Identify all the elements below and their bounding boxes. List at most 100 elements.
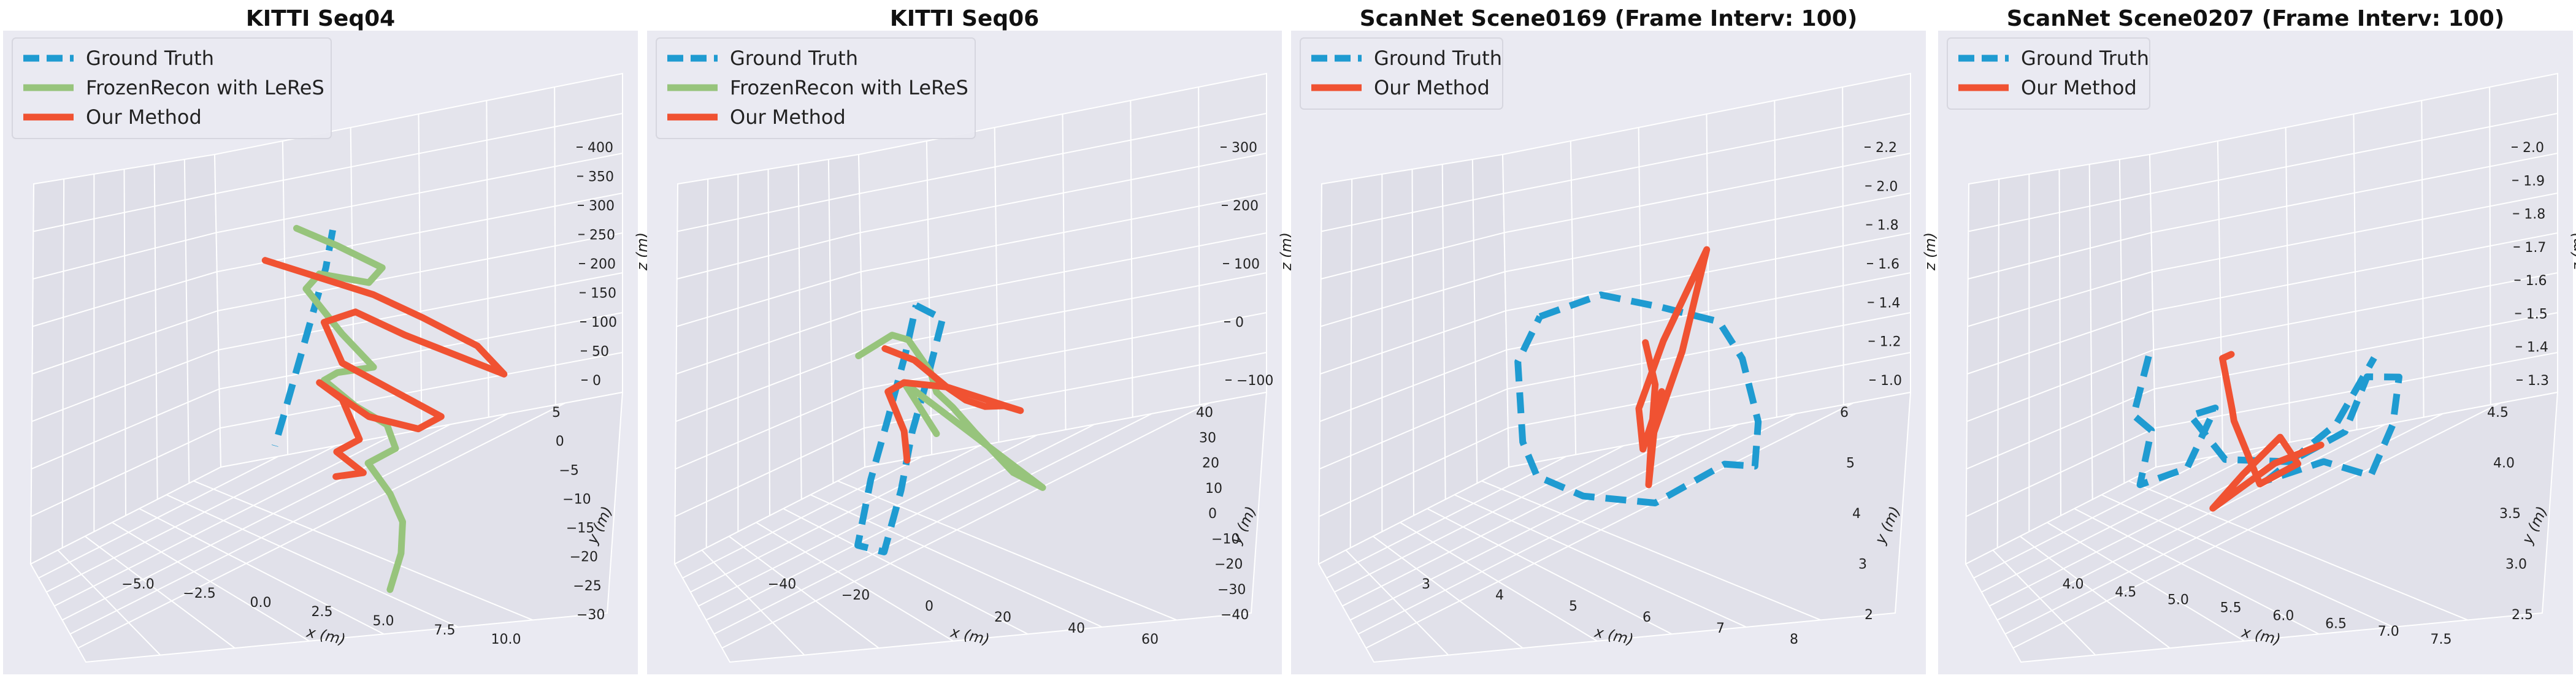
legend-entry-1: Ground Truth: [730, 47, 858, 70]
chart-panel-4: 2.0 1.9 1.8 1.7 1.6 1.5 1.4 1.3 z (m) 4.5 4.0 3.5 3.…: [1938, 6, 2576, 674]
gridline: [32, 310, 218, 375]
gridline: [1357, 413, 1796, 635]
series-line-2: [1635, 246, 1711, 489]
gridline: [676, 310, 862, 375]
x-tick-label: 4: [1495, 588, 1504, 603]
x-tick-label: 5: [1569, 599, 1577, 614]
z-tick-label: 350: [588, 170, 614, 185]
gridline: [1365, 402, 1853, 649]
x-tick-label: −20: [841, 588, 870, 603]
x-tick-label: 3: [1422, 577, 1430, 592]
gridline: [1321, 192, 1504, 232]
gridline: [1570, 140, 1577, 455]
series-line-2: [855, 332, 1046, 491]
z-axis-label: z (m): [1922, 232, 1939, 271]
x-tick-label: 4.0: [2063, 577, 2084, 592]
gridline: [2285, 127, 2291, 443]
legend-entry-1: Ground Truth: [86, 47, 214, 70]
y-tick-label: 6: [1840, 405, 1849, 421]
gridline: [1427, 508, 1673, 635]
gridline: [418, 113, 423, 430]
gridline: [1992, 549, 2096, 656]
x-tick-label: 0: [925, 599, 933, 614]
x-tick-label: 7: [1716, 621, 1725, 636]
gridline: [69, 413, 508, 635]
gridline: [1454, 494, 1747, 628]
z-tick-label: 200: [1233, 199, 1259, 214]
x-tick-label: 60: [1141, 632, 1159, 647]
y-tick-label: 30: [1199, 430, 1216, 446]
series-line-3: [261, 257, 508, 480]
y-tick-label: −30: [1217, 582, 1246, 598]
z-tick-label: 1.6: [2526, 273, 2547, 289]
y-tick-label: 5: [552, 405, 561, 421]
z-tick-label: 1.0: [1880, 373, 1902, 389]
gridline: [728, 536, 880, 649]
series-line-2: [2209, 351, 2325, 512]
gridline: [31, 427, 221, 517]
gridline: [77, 402, 565, 649]
gridline: [1320, 271, 1506, 327]
x-tick-label: 7.5: [434, 623, 456, 638]
legend-entry-2: FrozenRecon with LeReS: [86, 76, 324, 99]
z-tick-label: 150: [591, 286, 616, 302]
gridline: [1967, 271, 2153, 327]
z-tick-label: 100: [1234, 257, 1260, 272]
z-tick-label: 1.8: [1877, 218, 1899, 234]
legend-entry-3: Our Method: [730, 105, 846, 129]
y-tick-label: −30: [577, 608, 605, 623]
y-tick-label: 4.0: [2493, 456, 2515, 471]
legend-entry-2: Our Method: [2021, 76, 2137, 99]
gridline: [2128, 480, 2468, 621]
y-tick-label: 0: [556, 434, 564, 449]
gridline: [2004, 413, 2444, 635]
gridline: [33, 232, 217, 280]
y-tick-label: −20: [1214, 557, 1243, 573]
gridline: [2074, 508, 2320, 635]
gridline: [1973, 455, 2214, 579]
z-axis-label: z (m): [2569, 232, 2576, 271]
x-tick-label: 5.0: [373, 614, 394, 629]
gridline: [166, 494, 459, 628]
y-tick-label: 20: [1202, 456, 1219, 471]
x-tick-label: 2.5: [312, 604, 333, 620]
z-tick-label: 1.4: [2527, 340, 2548, 356]
gridline: [1966, 388, 2155, 470]
x-tick-label: 5.0: [2168, 593, 2189, 608]
gridline: [1198, 86, 1200, 405]
x-tick-label: 0.0: [250, 595, 272, 611]
x-tick-label: 10.0: [491, 632, 521, 647]
gridline: [2353, 113, 2358, 430]
gridline: [46, 445, 336, 593]
gridline: [32, 271, 218, 327]
y-tick-label: 2.5: [2512, 608, 2533, 623]
y-tick-label: −20: [570, 550, 598, 565]
z-tick-label: −100: [1236, 373, 1273, 389]
legend-entry-2: FrozenRecon with LeReS: [730, 76, 968, 99]
y-tick-label: 4.5: [2487, 405, 2509, 421]
legend-entry-1: Ground Truth: [2021, 47, 2149, 70]
z-tick-label: 1.8: [2524, 207, 2545, 223]
legend-entry-2: Our Method: [1374, 76, 1490, 99]
x-tick-label: 20: [994, 610, 1011, 625]
gridline: [705, 424, 1095, 621]
gridline: [1996, 424, 2386, 621]
gridline: [2489, 86, 2491, 405]
z-tick-label: 400: [588, 140, 613, 156]
gridline: [31, 349, 219, 422]
gridline: [1372, 536, 1524, 649]
x-tick-label: 5.5: [2220, 601, 2242, 616]
y-tick-label: 4: [1852, 506, 1861, 522]
x-tick-label: 4.5: [2115, 585, 2136, 600]
gridline: [57, 549, 161, 656]
gridline: [139, 508, 385, 635]
z-tick-label: 2.0: [1876, 179, 1898, 194]
z-tick-label: 1.5: [2526, 307, 2548, 322]
gridline: [1130, 100, 1133, 417]
legend-box: [12, 37, 332, 139]
x-tick-label: 7.0: [2378, 624, 2399, 639]
gridline: [1319, 427, 1509, 517]
z-tick-label: 1.2: [1880, 335, 1901, 350]
